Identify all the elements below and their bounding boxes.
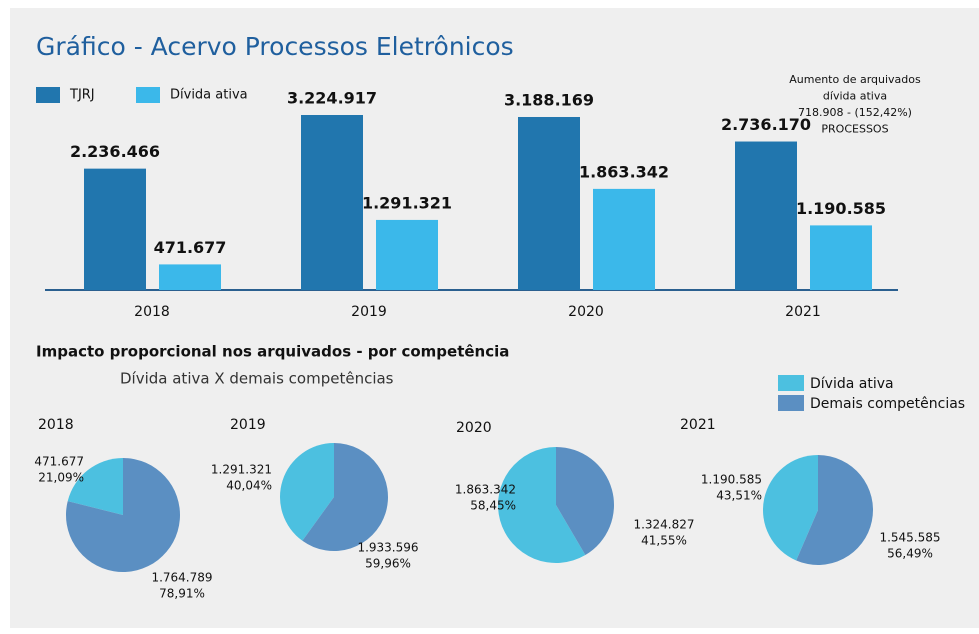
data-label: 1.863.342: [579, 162, 669, 181]
legend-label: Dívida ativa: [170, 88, 248, 103]
legend-swatch: [778, 395, 804, 411]
pie-percent-label: 43,51%: [716, 489, 762, 503]
pie-slice: [498, 447, 586, 563]
pie-percent-label: 41,55%: [641, 534, 687, 548]
legend-label: Demais competências: [810, 396, 965, 412]
data-label: 2.736.170: [721, 115, 811, 134]
bar: [810, 225, 872, 290]
bar: [518, 116, 580, 290]
legend-swatch: [136, 87, 160, 103]
pie-slice: [302, 443, 388, 552]
bar: [593, 188, 655, 290]
annotation: dívida ativa: [823, 90, 887, 103]
pie-heading: Impacto proporcional nos arquivados - po…: [36, 343, 509, 361]
bar: [159, 264, 221, 290]
pie-value-label: 1.291.321: [211, 463, 272, 477]
legend-swatch: [36, 87, 60, 103]
pie-value-label: 1.933.596: [357, 541, 418, 555]
pie-value-label: 1.545.585: [879, 531, 940, 545]
pie-value-label: 1.324.827: [633, 518, 694, 532]
pie-title: 2019: [230, 417, 266, 433]
pie-percent-label: 78,91%: [159, 587, 205, 601]
data-label: 1.190.585: [796, 199, 886, 218]
annotation: 718.908 - (152,42%): [798, 106, 912, 119]
pie-value-label: 1.190.585: [701, 473, 762, 487]
chart-title: Gráfico - Acervo Processos Eletrônicos: [36, 32, 514, 61]
data-label: 2.236.466: [70, 142, 160, 161]
data-label: 3.224.917: [287, 89, 377, 108]
pie-subtitle: Dívida ativa X demais competências: [120, 370, 394, 388]
bar: [376, 219, 438, 290]
pie-value-label: 471.677: [34, 455, 84, 469]
pie-title: 2021: [680, 417, 716, 433]
pie-value-label: 1.863.342: [455, 483, 516, 497]
pie-percent-label: 21,09%: [38, 471, 84, 485]
pie-slice: [280, 443, 334, 541]
x-tick-label: 2020: [568, 304, 604, 320]
bar: [735, 141, 797, 290]
pie-percent-label: 40,04%: [226, 479, 272, 493]
x-tick-label: 2019: [351, 304, 387, 320]
legend-label: TJRJ: [69, 88, 95, 103]
x-tick-label: 2021: [785, 304, 821, 320]
pie-percent-label: 59,96%: [365, 557, 411, 571]
pie-title: 2018: [38, 417, 74, 433]
pie-slice: [763, 455, 818, 561]
pie-slice: [796, 454, 874, 565]
legend-label: Dívida ativa: [810, 376, 894, 392]
legend-swatch: [778, 375, 804, 391]
pie-value-label: 1.764.789: [151, 571, 212, 585]
pie-title: 2020: [456, 420, 492, 436]
bar: [301, 115, 363, 290]
x-tick-label: 2018: [134, 304, 170, 320]
pie-slice: [66, 458, 180, 572]
annotation: Aumento de arquivados: [789, 73, 921, 86]
pie-percent-label: 58,45%: [470, 499, 516, 513]
data-label: 3.188.169: [504, 90, 594, 109]
pie-percent-label: 56,49%: [887, 547, 933, 561]
annotation: PROCESSOS: [821, 123, 888, 136]
data-label: 471.677: [154, 238, 227, 257]
data-label: 1.291.321: [362, 193, 452, 212]
bar: [84, 168, 146, 290]
pie-slice: [556, 447, 614, 556]
pie-slice: [67, 458, 123, 515]
